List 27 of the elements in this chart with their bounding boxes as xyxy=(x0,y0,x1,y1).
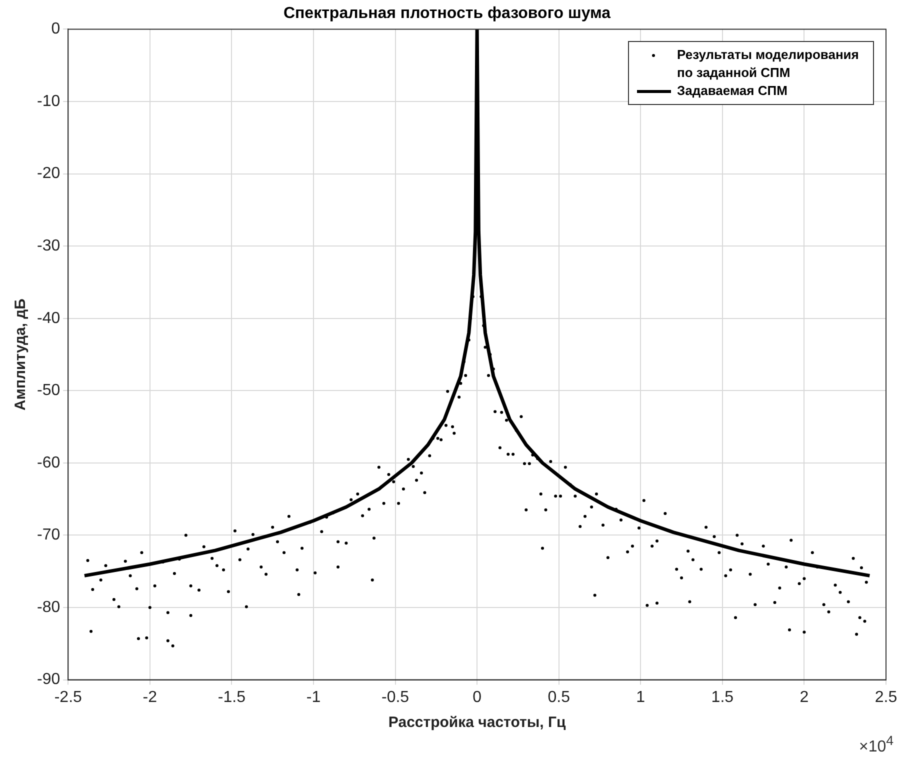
x-tick-label: -0.5 xyxy=(381,688,410,706)
y-tick-label: 0 xyxy=(51,20,60,38)
chart-title: Спектральная плотность фазового шума xyxy=(283,5,611,22)
y-tick-label: -60 xyxy=(37,454,60,472)
x-tick-label: 2.5 xyxy=(874,688,898,706)
x-tick-label: -2.5 xyxy=(54,688,82,706)
x-tick-label: 0 xyxy=(472,688,482,706)
y-tick-label: -20 xyxy=(37,165,60,182)
x-tick-label: 0.5 xyxy=(548,688,570,706)
y-tick-label: -90 xyxy=(37,671,60,688)
x-tick-label: -1 xyxy=(306,688,321,706)
x-tick-label: -1.5 xyxy=(218,688,246,706)
legend-label: Задаваемая СПМ xyxy=(677,82,788,100)
y-tick-label: -50 xyxy=(37,382,60,400)
legend-label: Результаты моделирования по заданной СПМ xyxy=(677,46,860,82)
x-tick-label: 1 xyxy=(636,688,646,706)
y-axis-title: Амплитуда, дБ xyxy=(12,298,30,410)
y-tick-label: -70 xyxy=(37,526,60,544)
y-tick-label: -30 xyxy=(37,237,60,254)
text: ×10$^{4}$ xyxy=(859,733,894,756)
y-tick-label: -40 xyxy=(37,310,60,327)
x-tick-label: -2 xyxy=(142,688,158,706)
x-tick-label: 1.5 xyxy=(711,688,734,706)
x-tick-label: 2 xyxy=(800,688,809,706)
x-axis-title: Расстройка частоты, Гц xyxy=(388,714,566,732)
y-tick-label: -80 xyxy=(37,598,60,616)
y-tick-label: -10 xyxy=(37,92,60,110)
